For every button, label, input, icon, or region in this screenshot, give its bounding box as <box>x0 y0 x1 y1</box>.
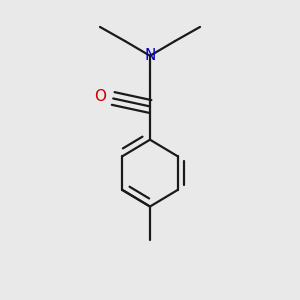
Text: N: N <box>144 48 156 63</box>
Text: O: O <box>94 89 106 104</box>
